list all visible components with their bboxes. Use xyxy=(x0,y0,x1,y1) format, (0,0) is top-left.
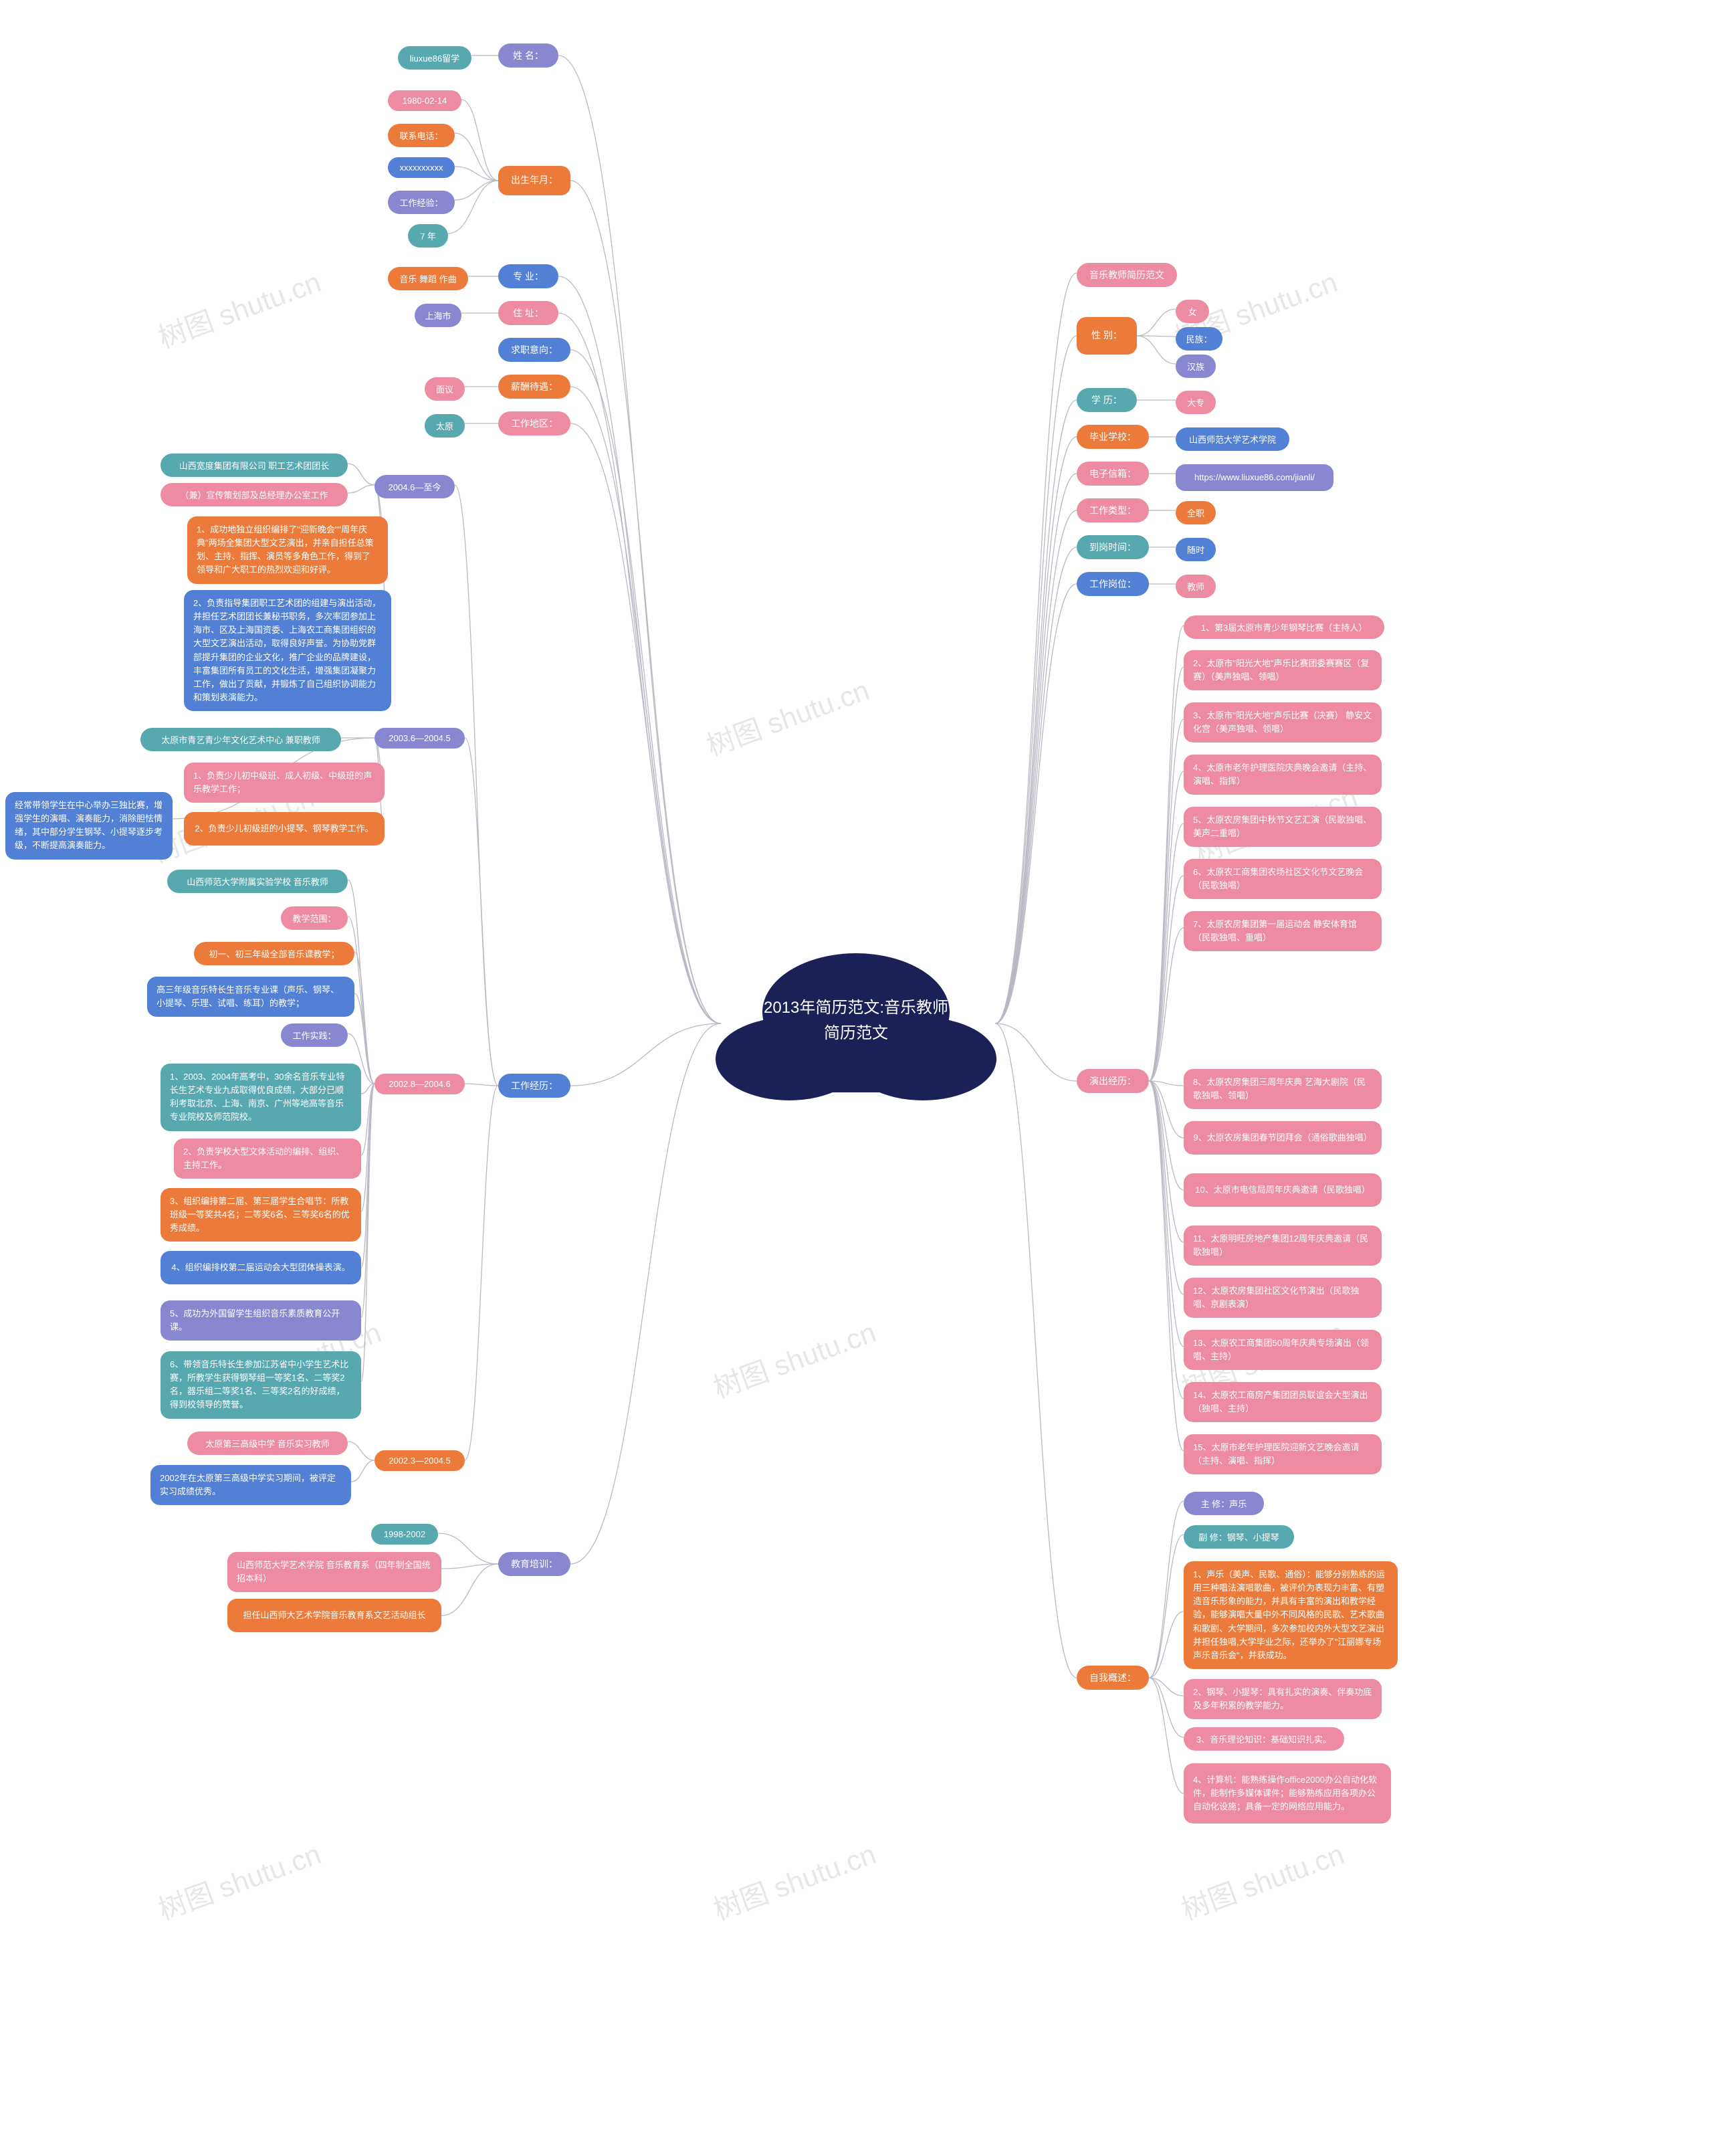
r-gender: 性 别： xyxy=(1077,317,1137,355)
l-train: 教育培训： xyxy=(498,1552,570,1576)
work-2-sub-10: 6、带领音乐特长生参加江苏省中小学生艺术比赛，所教学生获得钢琴组一等奖1名、二等… xyxy=(160,1351,361,1419)
work-2-sub-9: 5、成功为外国留学生组织音乐素质教育公开课。 xyxy=(160,1300,361,1341)
perf-item-12: 12、太原农房集团社区文化节演出（民歌独唱、京剧表演） xyxy=(1184,1278,1382,1318)
l-train-item-0: 1998-2002 xyxy=(371,1524,438,1545)
work-2-sub-7: 3、组织编排第二届、第三届学生合唱节：所教班级一等奖共4名；二等奖6名、三等奖6… xyxy=(160,1188,361,1242)
perf-item-2: 2、太原市"阳光大地"声乐比赛团委赛赛区（复赛）（美声独唱、领唱） xyxy=(1184,650,1382,690)
l-birth-child-4: 7 年 xyxy=(408,224,448,248)
watermark: 树图 shutu.cn xyxy=(707,1832,881,1928)
perf-item-9: 9、太原农房集团春节团拜会（通俗歌曲独唱） xyxy=(1184,1121,1382,1155)
work-1-sub-1: 1、负责少儿初中级班、成人初级、中级班的声乐教学工作； xyxy=(184,763,385,803)
work-2-sub-0: 山西师范大学附属实验学校 音乐教师 xyxy=(167,870,348,893)
perf-item-13: 13、太原农工商集团50周年庆典专场演出（领唱、主持） xyxy=(1184,1330,1382,1370)
self-item-3: 1、声乐（美声、民歌、通俗）：能够分别熟练的运用三种唱法演唱歌曲，被评价为表现力… xyxy=(1184,1561,1398,1669)
work-1-sub-3: 经常带领学生在中心举办三独比赛，增强学生的演唱、演奏能力，消除胆怯情绪，其中部分… xyxy=(5,792,173,860)
r-self: 自我概述： xyxy=(1077,1666,1149,1690)
center-title-l2: 简历范文 xyxy=(709,1021,1003,1046)
r-when: 到岗时间： xyxy=(1077,535,1149,559)
l-name-child-0: liuxue86留学 xyxy=(398,46,471,70)
work-2-sub-3: 高三年级音乐特长生音乐专业课（声乐、钢琴、小提琴、乐理、试唱、练耳）的教学； xyxy=(147,977,354,1017)
work-1-sub-0: 太原市青艺青少年文化艺术中心 兼职教师 xyxy=(140,728,341,751)
self-item-1: 主 修：声乐 xyxy=(1184,1492,1264,1515)
work-3-sub-0: 太原第三高级中学 音乐实习教师 xyxy=(187,1432,348,1455)
work-1-sub-2: 2、负责少儿初级班的小提琴、钢琴教学工作。 xyxy=(184,812,385,846)
watermark: 树图 shutu.cn xyxy=(700,668,874,764)
l-major-child-0: 音乐 舞蹈 作曲 xyxy=(388,267,468,290)
work-2-sub-8: 4、组织编排校第二届运动会大型团体操表演。 xyxy=(160,1251,361,1284)
work-3-sub-1: 2002年在太原第三高级中学实习期间，被评定实习成绩优秀。 xyxy=(150,1465,351,1505)
center-node: 2013年简历范文:音乐教师 简历范文 xyxy=(709,945,1003,1103)
l-addr-child-0: 上海市 xyxy=(415,304,461,327)
center-title-l1: 2013年简历范文:音乐教师 xyxy=(709,995,1003,1021)
work-period-2: 2002.8—2004.6 xyxy=(374,1074,465,1094)
perf-item-14: 14、太原农工商房产集团团员联谊会大型演出（独唱、主持） xyxy=(1184,1382,1382,1422)
l-birth-child-0: 1980-02-14 xyxy=(388,90,461,111)
work-0-sub-2: 1、成功地独立组织编排了"迎新晚会""周年庆典"两场全集团大型文艺演出，并亲自担… xyxy=(187,516,388,584)
l-name: 姓 名： xyxy=(498,43,558,68)
l-salary-child-0: 面议 xyxy=(425,377,465,401)
self-item-5: 3、音乐理论知识：基础知识扎实。 xyxy=(1184,1727,1344,1751)
l-birth-child-1: 联系电话： xyxy=(388,124,455,147)
r-post-child-0: 教师 xyxy=(1176,575,1216,598)
watermark: 树图 shutu.cn xyxy=(152,1832,326,1928)
r-school-child-0: 山西师范大学艺术学院 xyxy=(1176,427,1289,451)
r-edu-child-0: 大专 xyxy=(1176,391,1216,414)
l-birth-child-3: 工作经验： xyxy=(388,191,455,214)
self-item-2: 副 修：钢琴、小提琴 xyxy=(1184,1525,1294,1549)
r-post: 工作岗位： xyxy=(1077,572,1149,596)
perf-item-15: 15、太原市老年护理医院迎新文艺晚会邀请（主持、演唱、指挥） xyxy=(1184,1434,1382,1474)
l-work: 工作经历： xyxy=(498,1074,570,1098)
l-major: 专 业： xyxy=(498,264,558,288)
r-school: 毕业学校： xyxy=(1077,425,1149,449)
l-intent: 求职意向： xyxy=(498,338,570,362)
work-period-0: 2004.6—至今 xyxy=(374,475,455,498)
work-2-sub-1: 教学范围： xyxy=(281,906,348,930)
work-period-1: 2003.6—2004.5 xyxy=(374,728,465,749)
l-train-item-1: 山西师范大学艺术学院 音乐教育系（四年制全国统招本科） xyxy=(227,1552,441,1592)
perf-item-6: 6、太原农工商集团农场社区文化节文艺晚会（民歌独唱） xyxy=(1184,859,1382,899)
work-0-sub-1: （兼）宣传策划部及总经理办公室工作 xyxy=(160,483,348,506)
r-edu: 学 历： xyxy=(1077,388,1137,412)
r-gender-child-0: 女 xyxy=(1176,300,1209,323)
r-gender-child-2: 汉族 xyxy=(1176,355,1216,378)
l-birth-child-2: xxxxxxxxxx xyxy=(388,157,455,178)
r-jobtype-child-0: 全职 xyxy=(1176,501,1216,524)
watermark: 树图 shutu.cn xyxy=(707,1310,881,1406)
work-0-sub-0: 山西宽度集团有限公司 职工艺术团团长 xyxy=(160,454,348,477)
work-2-sub-6: 2、负责学校大型文体活动的编排、组织、主持工作。 xyxy=(174,1139,361,1179)
perf-item-8: 8、太原农房集团三周年庆典 艺海大剧院（民歌独唱、领唱） xyxy=(1184,1069,1382,1109)
r-email: 电子信箱： xyxy=(1077,462,1149,486)
work-2-sub-4: 工作实践： xyxy=(281,1023,348,1047)
l-addr: 住 址： xyxy=(498,301,558,325)
perf-item-7: 7、太原农房集团第一届运动会 静安体育馆（民歌独唱、重唱） xyxy=(1184,911,1382,951)
self-item-6: 4、计算机：能熟练操作office2000办公自动化软件，能制作多媒体课件；能够… xyxy=(1184,1763,1391,1824)
r-gender-child-1: 民族： xyxy=(1176,327,1222,351)
r-perf: 演出经历： xyxy=(1077,1069,1149,1093)
l-loc: 工作地区： xyxy=(498,411,570,435)
work-period-3: 2002.3—2004.5 xyxy=(374,1450,465,1471)
perf-item-10: 10、太原市电信局周年庆典邀请（民歌独唱） xyxy=(1184,1173,1382,1207)
perf-item-4: 4、太原市老年护理医院庆典晚会邀请（主持、演唱、指挥） xyxy=(1184,755,1382,795)
perf-item-1: 1、第3届太原市青少年钢琴比赛（主持人） xyxy=(1184,615,1384,639)
work-0-sub-3: 2、负责指导集团职工艺术团的组建与演出活动，并担任艺术团团长兼秘书职务，多次率团… xyxy=(184,590,391,711)
r-email-child-0: https://www.liuxue86.com/jianli/ xyxy=(1176,464,1333,491)
watermark: 树图 shutu.cn xyxy=(1175,1832,1349,1928)
r-title: 音乐教师简历范文 xyxy=(1077,263,1177,287)
work-2-sub-5: 1、2003、2004年高考中，30余名音乐专业特长生艺术专业九成取得优良成绩，… xyxy=(160,1064,361,1131)
perf-item-3: 3、太原市"阳光大地"声乐比赛（决赛） 静安文化宫（美声独唱、领唱） xyxy=(1184,702,1382,743)
l-train-item-2: 担任山西师大艺术学院音乐教育系文艺活动组长 xyxy=(227,1599,441,1632)
l-birth: 出生年月： xyxy=(498,166,570,195)
perf-item-5: 5、太原农房集团中秋节文艺汇演（民歌独唱、美声二重唱） xyxy=(1184,807,1382,847)
l-loc-child-0: 太原 xyxy=(425,414,465,437)
l-salary: 薪酬待遇： xyxy=(498,375,570,399)
work-2-sub-2: 初一、初三年级全部音乐课教学； xyxy=(194,942,354,965)
watermark: 树图 shutu.cn xyxy=(152,260,326,356)
self-item-4: 2、钢琴、小提琴：具有扎实的演奏、伴奏功底及多年积累的教学能力。 xyxy=(1184,1679,1382,1719)
r-when-child-0: 随时 xyxy=(1176,538,1216,561)
r-jobtype: 工作类型： xyxy=(1077,498,1149,522)
perf-item-11: 11、太原明旺房地产集团12周年庆典邀请（民歌独唱） xyxy=(1184,1226,1382,1266)
